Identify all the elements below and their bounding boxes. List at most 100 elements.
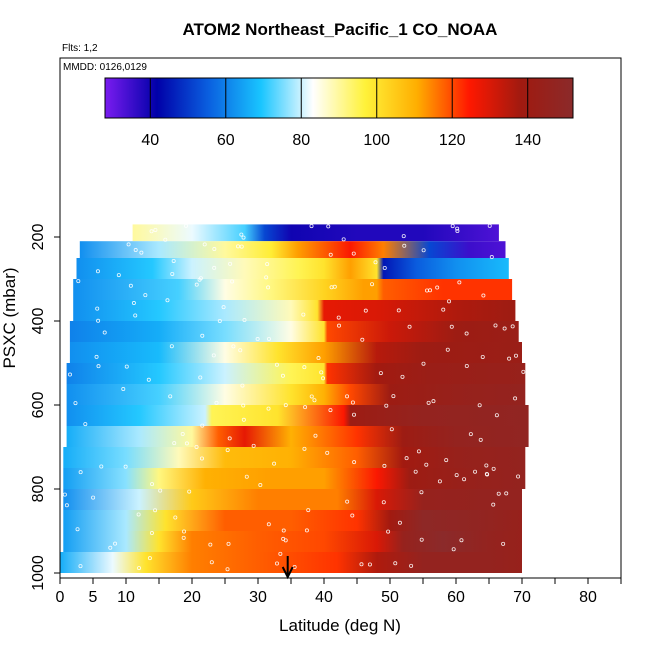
mmdd-label: MMDD: 0126,0129 — [63, 62, 147, 73]
observation-point — [136, 512, 141, 517]
x-tick-label: 0 — [56, 589, 65, 606]
observation-point — [507, 356, 512, 361]
observation-point — [123, 464, 128, 469]
observation-point — [64, 503, 69, 508]
heatmap-band — [69, 342, 523, 363]
observation-point — [95, 306, 100, 311]
observation-point — [187, 489, 192, 494]
latitude-marker — [281, 556, 294, 580]
axes: 0 5 10 20 30 40 50 60 70 80 200 400 600 800 1000 — [30, 224, 622, 606]
colorbar-tick-label: 120 — [439, 132, 466, 149]
observation-point — [447, 299, 452, 304]
observation-point — [444, 458, 449, 463]
observation-point — [266, 406, 271, 411]
observation-point — [168, 394, 173, 399]
observation-point — [468, 432, 473, 437]
observation-point — [280, 373, 285, 378]
observation-points — [62, 223, 526, 572]
observation-point — [441, 307, 446, 312]
observation-point — [266, 336, 271, 341]
observation-point — [78, 564, 83, 569]
observation-point — [389, 427, 394, 432]
observation-point — [493, 323, 498, 328]
observation-point — [312, 398, 317, 403]
observation-point — [197, 277, 202, 282]
observation-point — [397, 520, 402, 525]
observation-point — [133, 313, 138, 318]
colorbar-tick-label: 60 — [217, 132, 235, 149]
observation-point — [402, 243, 407, 248]
observation-point — [449, 324, 454, 329]
observation-point — [494, 413, 499, 418]
observation-point — [165, 298, 170, 303]
observation-point — [158, 488, 163, 493]
observation-point — [419, 490, 424, 495]
observation-point — [184, 441, 189, 446]
observation-point — [139, 250, 144, 255]
observation-point — [228, 261, 233, 266]
observation-point — [352, 460, 357, 465]
observation-point — [313, 433, 318, 438]
heatmap-band — [76, 258, 509, 279]
x-tick-label: 5 — [89, 589, 98, 606]
observation-point — [464, 363, 469, 368]
observation-point — [121, 387, 126, 392]
colorbar: 40 60 80 100 120 140 — [104, 77, 574, 149]
observation-point — [404, 456, 409, 461]
observation-point — [464, 331, 469, 336]
colorbar-tick-label: 80 — [292, 132, 310, 149]
observation-point — [502, 326, 507, 331]
observation-point — [75, 527, 80, 532]
observation-point — [426, 400, 431, 405]
observation-point — [200, 423, 205, 428]
observation-point — [481, 293, 486, 298]
observation-point — [370, 282, 375, 287]
observation-point — [241, 417, 246, 422]
observation-point — [477, 403, 482, 408]
observation-point — [437, 479, 442, 484]
observation-point — [94, 354, 99, 359]
observation-point — [96, 364, 101, 369]
observation-point — [180, 432, 185, 437]
observation-point — [319, 370, 324, 375]
observation-point — [236, 244, 241, 249]
observation-point — [396, 308, 401, 313]
y-tick-label: 200 — [30, 224, 47, 251]
x-tick-label: 70 — [513, 589, 531, 606]
heatmap-band — [79, 241, 506, 258]
observation-point — [194, 444, 199, 449]
observation-point — [78, 470, 83, 475]
observation-point — [428, 288, 433, 293]
observation-point — [182, 529, 187, 534]
x-tick-label: 60 — [447, 589, 465, 606]
y-tick-label: 400 — [30, 308, 47, 335]
observation-point — [455, 229, 460, 234]
observation-point — [274, 561, 279, 566]
observation-point — [150, 482, 155, 487]
observation-point — [329, 285, 334, 290]
heatmap-band — [63, 510, 523, 531]
flights-label: Flts: 1,2 — [62, 43, 98, 54]
observation-point — [95, 269, 100, 274]
observation-point — [359, 562, 364, 567]
observation-point — [238, 348, 243, 353]
observation-point — [321, 376, 326, 381]
observation-point — [231, 344, 236, 349]
heatmap-bands — [60, 224, 529, 573]
heatmap-band — [60, 552, 522, 573]
observation-point — [309, 224, 314, 229]
observation-point — [212, 265, 217, 270]
observation-point — [137, 566, 142, 571]
observation-point — [413, 469, 418, 474]
heatmap-band — [63, 489, 523, 510]
observation-point — [200, 333, 205, 338]
observation-point — [421, 361, 426, 366]
heatmap-band — [63, 531, 523, 552]
observation-point — [510, 324, 515, 329]
observation-point — [513, 396, 518, 401]
observation-point — [209, 560, 214, 565]
x-tick-label: 30 — [249, 589, 267, 606]
observation-point — [116, 273, 121, 278]
observation-point — [352, 412, 357, 417]
heatmap-band — [132, 224, 499, 242]
